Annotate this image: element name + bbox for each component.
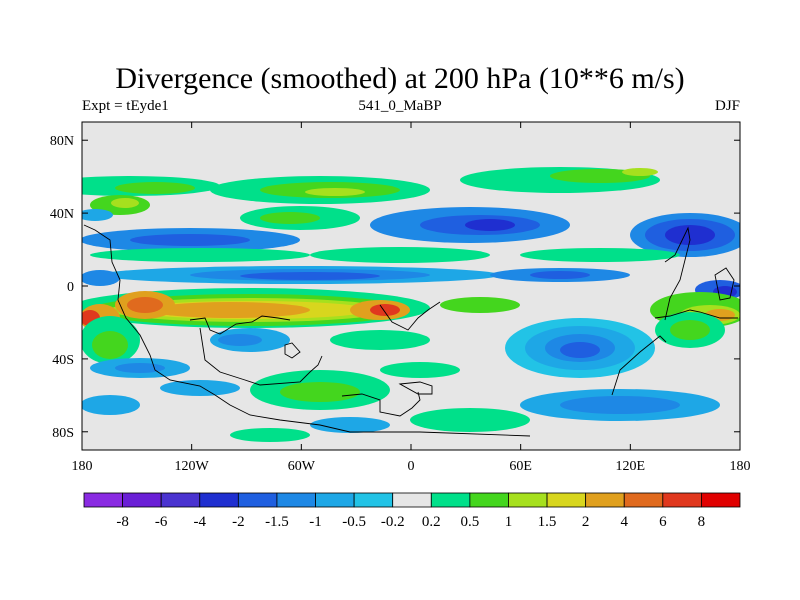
coastline-path bbox=[654, 309, 738, 319]
contour-region bbox=[370, 304, 400, 316]
contour-region bbox=[280, 382, 360, 402]
contour-region bbox=[310, 247, 490, 263]
colorbar-label: 8 bbox=[698, 514, 706, 530]
colorbar-label: -1 bbox=[309, 514, 322, 530]
contour-region bbox=[240, 272, 380, 280]
case-label: 541_0_MaBP bbox=[358, 98, 442, 114]
colorbar-label: -2 bbox=[232, 514, 245, 530]
coastline-path bbox=[341, 391, 421, 417]
colorbar-label: 2 bbox=[582, 514, 590, 530]
coastline-path bbox=[379, 301, 441, 331]
coastlines bbox=[83, 224, 738, 437]
contour-region bbox=[115, 363, 165, 373]
contour-region bbox=[230, 428, 310, 442]
contour-region bbox=[305, 188, 365, 196]
colorbar-label: 0.5 bbox=[461, 514, 480, 530]
coastline-path bbox=[398, 381, 433, 395]
colorbar-swatch bbox=[237, 492, 278, 508]
colorbar-label: -4 bbox=[194, 514, 207, 530]
contour-region bbox=[520, 248, 680, 262]
contour-region bbox=[622, 168, 658, 176]
contour-region bbox=[670, 320, 710, 340]
contour-region bbox=[380, 362, 460, 378]
contour-region bbox=[260, 212, 320, 224]
colorbar-swatch bbox=[623, 492, 664, 508]
coastline-path bbox=[664, 226, 691, 321]
colorbar-swatch bbox=[199, 492, 239, 508]
contour-region bbox=[560, 342, 600, 358]
y-axis: 80N 40N 0 40S 80S bbox=[50, 134, 740, 441]
x-tick-label: 180 bbox=[72, 459, 93, 474]
contour-region bbox=[560, 396, 680, 414]
x-axis: 180 120W 60W 0 60E 120E 180 bbox=[72, 122, 751, 474]
colorbar-label: -0.2 bbox=[381, 514, 405, 530]
contour-region bbox=[160, 380, 240, 396]
x-tick-label: 120E bbox=[616, 459, 646, 474]
contour-region bbox=[218, 334, 262, 346]
season-label: DJF bbox=[714, 98, 740, 114]
colorbar-swatch bbox=[546, 492, 587, 508]
colorbar-swatch bbox=[508, 492, 548, 508]
colorbar-swatch bbox=[122, 492, 162, 508]
colorbar-swatch bbox=[392, 492, 432, 508]
colorbar: -8 -6 -4 -2 -1.5 -1 -0.5 -0.2 0.2 0.5 1 1.5 2 4 6 8 bbox=[83, 492, 741, 530]
contour-region bbox=[82, 395, 140, 415]
colorbar-label: -6 bbox=[155, 514, 168, 530]
contour-region bbox=[310, 417, 390, 433]
x-tick-label: 60W bbox=[288, 459, 316, 474]
contour-region bbox=[82, 270, 120, 286]
colorbar-swatch bbox=[701, 492, 741, 508]
colorbar-label: -0.5 bbox=[342, 514, 366, 530]
contour-region bbox=[82, 209, 113, 221]
contour-region bbox=[465, 219, 515, 231]
coastline-path bbox=[199, 327, 323, 386]
y-tick-label: 40S bbox=[52, 353, 74, 368]
x-tick-label: 120W bbox=[175, 459, 210, 474]
colorbar-swatch bbox=[315, 492, 355, 508]
contour-region bbox=[440, 297, 520, 313]
chart-title: Divergence (smoothed) at 200 hPa (10**6 … bbox=[115, 62, 685, 95]
contour-region bbox=[410, 408, 530, 432]
contour-region bbox=[330, 330, 430, 350]
coastline-path bbox=[611, 335, 667, 396]
colorbar-label: 4 bbox=[620, 514, 628, 530]
y-tick-label: 80N bbox=[50, 134, 74, 149]
colorbar-swatch bbox=[353, 492, 394, 508]
contour-field bbox=[82, 122, 740, 450]
coastline-path bbox=[714, 267, 735, 301]
contour-region bbox=[92, 331, 128, 359]
colorbar-label: 6 bbox=[659, 514, 667, 530]
colorbar-swatch bbox=[276, 492, 316, 508]
colorbar-swatch bbox=[469, 492, 509, 508]
coastline-path bbox=[83, 224, 531, 437]
y-tick-label: 0 bbox=[67, 280, 74, 295]
colorbar-label: -1.5 bbox=[265, 514, 289, 530]
contour-region bbox=[90, 248, 310, 262]
contour-region bbox=[665, 225, 715, 245]
x-tick-label: 60E bbox=[509, 459, 532, 474]
x-tick-label: 180 bbox=[730, 459, 751, 474]
y-tick-label: 80S bbox=[52, 426, 74, 441]
contour-region bbox=[150, 302, 310, 318]
contour-region bbox=[115, 182, 195, 194]
contour-region bbox=[111, 198, 139, 208]
contour-region bbox=[130, 234, 250, 246]
experiment-label: Expt = tEyde1 bbox=[82, 98, 169, 114]
colorbar-label: 0.2 bbox=[422, 514, 441, 530]
colorbar-swatch bbox=[585, 492, 625, 508]
y-tick-label: 40N bbox=[50, 207, 74, 222]
colorbar-swatch bbox=[83, 492, 123, 508]
colorbar-swatch bbox=[662, 492, 702, 508]
colorbar-swatch bbox=[160, 492, 201, 508]
x-tick-label: 0 bbox=[408, 459, 415, 474]
colorbar-label: 1 bbox=[505, 514, 513, 530]
colorbar-label: 1.5 bbox=[538, 514, 557, 530]
coastline-path bbox=[189, 315, 291, 335]
coastline-path bbox=[284, 342, 301, 359]
contour-region bbox=[127, 297, 163, 313]
colorbar-label: -8 bbox=[116, 514, 129, 530]
colorbar-swatch bbox=[430, 492, 471, 508]
contour-region bbox=[530, 271, 590, 279]
